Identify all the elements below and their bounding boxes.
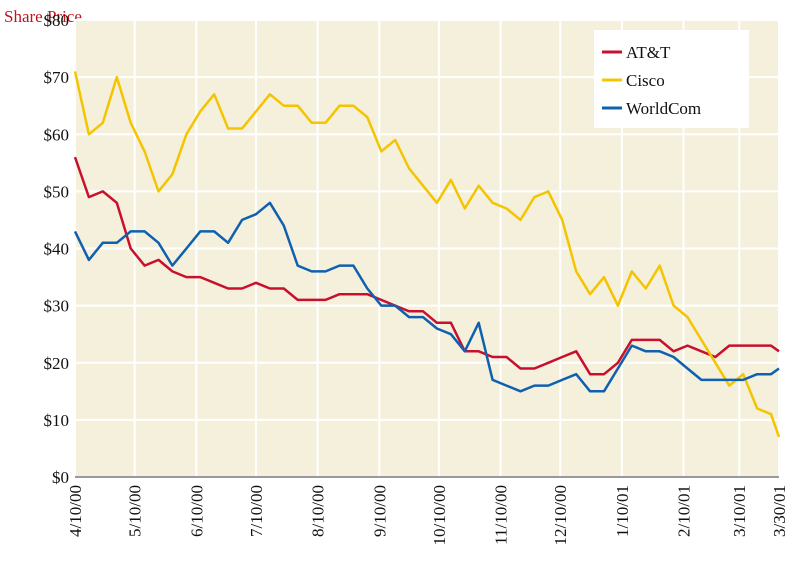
x-tick-label: 9/10/00	[370, 485, 389, 537]
x-tick-label: 6/10/00	[187, 485, 206, 537]
y-tick-label: $70	[44, 68, 70, 87]
series-line	[73, 156, 780, 376]
x-tick-label: 5/10/00	[126, 485, 145, 537]
chart-title: Share Price	[4, 7, 82, 26]
x-tick-label: 7/10/00	[247, 485, 266, 537]
y-tick-label: $20	[44, 354, 70, 373]
series-line	[73, 71, 781, 438]
x-tick-label: 10/10/00	[430, 485, 449, 545]
y-tick-label: $0	[52, 468, 69, 487]
x-tick-label: 8/10/00	[309, 485, 328, 537]
y-tick-label: $10	[44, 411, 70, 430]
x-tick-label: 11/10/00	[492, 485, 511, 545]
y-tick-label: $80	[44, 11, 70, 30]
y-tick-label: $60	[44, 125, 70, 144]
x-tick-label: 1/10/01	[613, 485, 632, 537]
x-tick-label: 3/30/01	[770, 485, 789, 537]
x-tick-label: 4/10/00	[66, 485, 85, 537]
y-tick-label: $40	[44, 240, 70, 259]
x-tick-label: 12/10/00	[551, 485, 570, 545]
legend-label: WorldCom	[626, 99, 701, 118]
x-tick-label: 3/10/01	[730, 485, 749, 537]
legend-label: Cisco	[626, 71, 665, 90]
series-line	[73, 201, 780, 393]
x-tick-label: 2/10/01	[675, 485, 694, 537]
y-tick-label: $30	[44, 297, 70, 316]
y-tick-label: $50	[44, 182, 70, 201]
legend-label: AT&T	[626, 43, 671, 62]
